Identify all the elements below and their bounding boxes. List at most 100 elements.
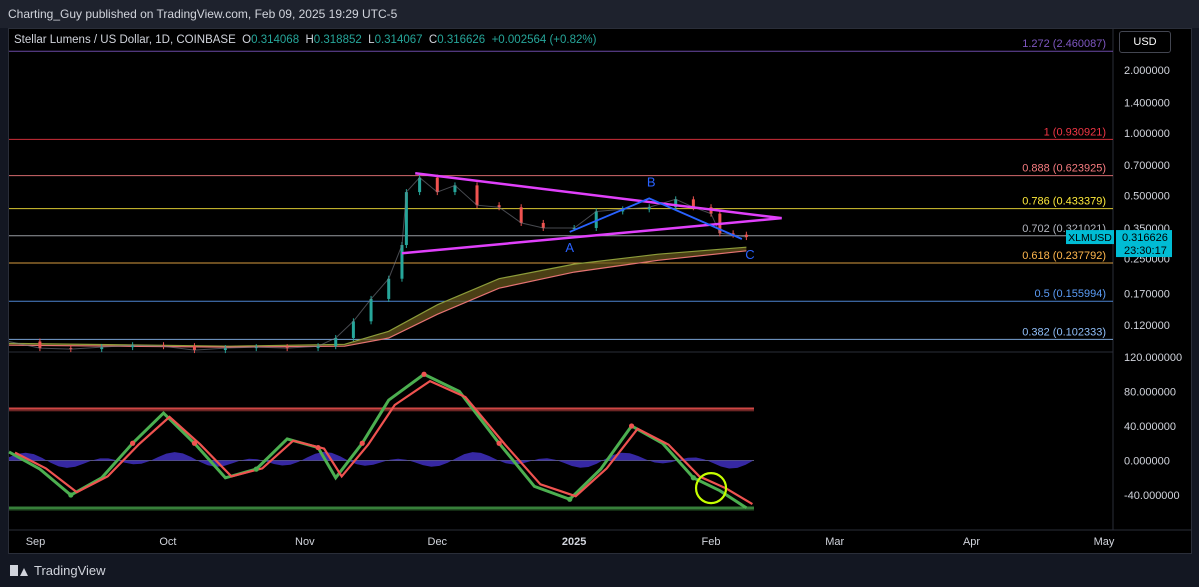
time-tick-label: Nov (295, 536, 315, 548)
close-value: 0.316626 (437, 34, 486, 46)
footer: TradingView (0, 556, 1199, 587)
price-candle (387, 278, 391, 299)
price-candle (418, 177, 422, 193)
wavetrend-cross-dot (191, 440, 198, 446)
ohlc-legend: Stellar Lumens / US Dollar, 1D, COINBASE… (14, 34, 596, 46)
price-candle (453, 185, 457, 193)
time-tick-label: Dec (428, 536, 448, 548)
wavetrend-cross-dot (359, 440, 365, 446)
price-candle (519, 207, 523, 223)
ticker-tag-bg (1066, 230, 1114, 245)
price-tick-label: 0.500000 (1124, 191, 1170, 203)
time-tick-label: Apr (963, 536, 980, 548)
open-value: 0.314068 (251, 34, 300, 46)
close-label: C (428, 34, 438, 46)
fib-level-label: 1 (0.930921) (1044, 126, 1106, 138)
price-candle (192, 346, 196, 351)
price-candle (351, 321, 355, 338)
price-candle (541, 222, 545, 228)
price-candle (131, 345, 135, 348)
fib-level-label: 0.618 (0.237792) (1022, 250, 1106, 262)
tradingview-logo-icon (10, 565, 28, 576)
wavetrend-cross-dot (496, 440, 502, 446)
time-tick-label: Mar (825, 536, 844, 548)
price-candle (475, 185, 479, 206)
last-price-tag-bg (1116, 230, 1172, 258)
price-candle (594, 211, 598, 228)
price-candle (316, 346, 320, 349)
triangle-lower-line (401, 216, 782, 255)
last-price-value: 0.316626 (1122, 232, 1168, 244)
ema-cloud (9, 247, 747, 348)
currency-button[interactable]: USD (1119, 31, 1171, 53)
low-value: 0.314067 (374, 34, 423, 46)
price-candle (744, 234, 748, 238)
money-flow-area (9, 451, 754, 469)
price-candle (647, 207, 651, 210)
price-candle (38, 341, 42, 349)
brand-label: TradingView (34, 563, 106, 578)
abc-wave-line (569, 197, 743, 240)
fib-level-label: 0.786 (0.433379) (1022, 196, 1106, 208)
wavetrend-cross-dot (421, 371, 427, 377)
price-candle (731, 233, 735, 235)
price-candle (223, 348, 227, 351)
price-tick-label: 2.000000 (1124, 65, 1170, 77)
price-candle (369, 298, 373, 322)
price-candle (691, 199, 695, 208)
fib-level-label: 0.382 (0.102333) (1022, 326, 1106, 338)
wave-label-b: B (647, 174, 656, 189)
high-value: 0.318852 (313, 34, 362, 46)
osc-tick-label: 120.000000 (1124, 352, 1182, 364)
wave-label-a: A (565, 240, 574, 255)
osc-tick-label: 80.000000 (1124, 387, 1176, 399)
ema-fast-line (8, 246, 747, 347)
price-candle (497, 205, 501, 208)
wavetrend-cross-dot (567, 496, 573, 502)
price-candle (400, 245, 404, 279)
price-tick-label: 1.000000 (1124, 128, 1170, 140)
highlight-circle (694, 472, 728, 505)
symbol-title[interactable]: Stellar Lumens / US Dollar, 1D, COINBASE (14, 34, 236, 46)
fib-level-label: 0.5 (0.155994) (1034, 288, 1106, 300)
osc-tick-label: 0.000000 (1124, 456, 1170, 468)
low-label: L (368, 34, 375, 46)
price-candle (254, 347, 258, 349)
price-candle (674, 199, 678, 208)
price-candle (334, 337, 338, 347)
wavetrend-cross-dot (253, 466, 259, 472)
wavetrend-cross-dot (315, 444, 321, 451)
chart-area[interactable] (8, 28, 1192, 554)
wavetrend-cross-dot (68, 492, 74, 498)
wavetrend-cross-dot (690, 475, 696, 481)
price-tick-label: 0.170000 (1124, 288, 1170, 300)
osc-tick-label: -40.000000 (1124, 490, 1180, 502)
ema-slow-line (8, 250, 747, 348)
price-tick-label: 0.700000 (1124, 160, 1170, 172)
wavetrend-slow-line (14, 379, 753, 506)
wave-label-c: C (745, 247, 754, 262)
wavetrend-cross-dot (628, 423, 635, 429)
open-label: O (242, 34, 252, 46)
time-tick-label: May (1094, 536, 1115, 548)
time-tick-label: Oct (159, 536, 176, 548)
price-candle (404, 192, 408, 246)
price-candle (435, 177, 439, 193)
time-tick-label: Feb (702, 536, 721, 548)
triangle-upper-line (415, 172, 782, 220)
high-label: H (305, 34, 314, 46)
tradingview-brand[interactable]: TradingView (10, 563, 106, 578)
publish-header: Charting_Guy published on TradingView.co… (0, 0, 1199, 28)
price-tick-label: 0.120000 (1124, 320, 1170, 332)
fib-level-label: 0.888 (0.623925) (1022, 163, 1106, 175)
osc-tick-label: 40.000000 (1124, 421, 1176, 433)
fib-level-label: 1.272 (2.460087) (1022, 38, 1106, 50)
wavetrend-fast-line (8, 372, 748, 510)
publish-line: Charting_Guy published on TradingView.co… (8, 7, 398, 21)
price-tick-label: 1.400000 (1124, 97, 1170, 109)
price-candle (100, 347, 104, 350)
bar-countdown: 23:30:17 (1124, 245, 1167, 257)
time-tick-label: 2025 (562, 536, 586, 548)
time-tick-label: Sep (26, 536, 46, 548)
